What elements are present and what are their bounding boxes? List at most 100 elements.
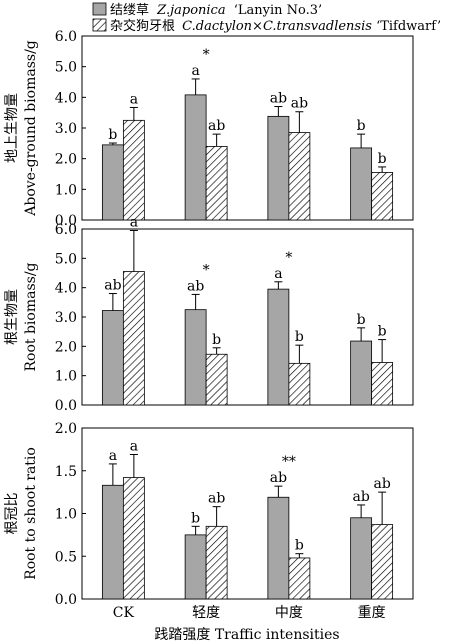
significance-letter: a [191,63,199,79]
bar-zjaponica [350,340,373,406]
bar-zjaponica [267,288,290,406]
significance-letter: ab [208,118,225,134]
bar-tifdwarf [122,271,145,406]
y-tick-label: 2.0 [55,152,77,168]
x-axis-label: 践踏强度 Traffic intensities [154,627,339,643]
legend-swatch-gray [92,2,107,16]
significance-letter: ab [104,278,121,294]
legend-label-hatch: 杂交狗牙根 C.dactylon×C.transvadlensis ‘Tifdw… [110,18,441,34]
significance-asterisk: * [203,47,210,63]
significance-letter: b [357,312,366,328]
chart-panel-2: 0.0 1.0 2.0 3.0 4.0 5.0 6.0 根生物量 Root biomass/g a… [4,214,414,414]
x-tick-label: CK [113,605,135,621]
significance-letter: b [378,324,387,340]
legend-cultivar: ‘Lanyin No.3’ [234,3,322,18]
bar-tifdwarf [371,172,394,221]
bar-tifdwarf [205,145,228,221]
y-tick-label: 4.0 [55,90,77,106]
legend-latin: C.dactylon×C.transvadlensis [182,19,372,34]
y-tick-label: 1.5 [55,464,77,480]
bar-zjaponica [350,517,373,600]
significance-asterisk: ** [282,454,296,470]
significance-letter: b [357,118,366,134]
y-tick-label: 1.0 [55,369,77,385]
significance-letter: ab [208,491,225,507]
bar-tifdwarf [371,362,394,406]
y-tick-label: 5.0 [55,60,77,76]
chart-panel-1: 0.0 1.0 2.0 3.0 4.0 5.0 6.0 地上生物量 Above-ground b… [4,29,414,229]
significance-letter: ab [373,476,390,492]
y-tick-label: 4.0 [55,281,77,297]
bar-zjaponica [101,484,124,600]
significance-letter: b [191,510,200,526]
y-tick-label: 1.0 [55,182,77,198]
y-axis-label-cn: 根冠比 [4,493,20,535]
bar-zjaponica [184,534,207,600]
significance-letter: b [108,127,117,143]
bar-tifdwarf [122,477,145,600]
chart-panel-3: 0.0 0.5 1.0 1.5 2.0 根冠比 Root to shoot ratio aa C… [4,421,414,621]
y-axis-label: 根生物量 Root biomass/g [4,262,39,371]
y-axis-label-en: Root to shoot ratio [23,447,39,580]
significance-letter: b [295,538,304,554]
significance-asterisk: * [285,250,292,266]
legend-label-gray: 结缕草 Z.japonica ‘Lanyin No.3’ [110,3,322,18]
bar-zjaponica [184,309,207,406]
y-axis-label-en: Above-ground biomass/g [23,40,39,217]
y-tick-label: 0.0 [55,213,77,229]
legend: 结缕草 Z.japonica ‘Lanyin No.3’ 杂交狗牙根 C.dac… [92,2,441,34]
bar-tifdwarf [288,132,311,221]
y-tick-label: 6.0 [55,29,77,45]
legend-cn: 杂交狗牙根 [110,18,175,34]
y-tick-label: 2.0 [55,421,77,437]
legend-latin: Z.japonica [156,3,225,18]
bar-zjaponica [101,310,124,406]
bar-tifdwarf [205,353,228,406]
x-tick-label: 轻度 [192,605,220,621]
bar-tifdwarf [205,525,228,600]
y-tick-label: 3.0 [55,310,77,326]
y-tick-label: 0.0 [55,592,77,608]
y-axis-label-cn: 地上生物量 [4,93,20,163]
bar-tifdwarf [288,557,311,600]
bar-tifdwarf [122,119,145,221]
legend-swatch-hatch [92,18,107,32]
bar-zjaponica [267,115,290,221]
legend-cn: 结缕草 [110,3,149,18]
significance-letter: ab [352,489,369,505]
significance-letter: ab [270,470,287,486]
y-tick-label: 6.0 [55,222,77,238]
significance-letter: a [130,439,138,455]
panels: 0.0 1.0 2.0 3.0 4.0 5.0 6.0 地上生物量 Above-ground b… [4,29,414,621]
significance-letter: b [212,332,221,348]
bar-zjaponica [184,94,207,221]
y-tick-label: 0.5 [55,549,77,565]
bar-tifdwarf [288,362,311,406]
significance-letter: a [130,91,138,107]
bar-zjaponica [101,144,124,221]
x-tick-label: 重度 [358,605,386,621]
y-tick-label: 0.0 [55,398,77,414]
y-axis-label: 根冠比 Root to shoot ratio [4,447,39,580]
bar-zjaponica [350,147,373,221]
significance-letter: a [130,214,138,230]
y-axis-label: 地上生物量 Above-ground biomass/g [4,40,39,217]
significance-letter: ab [270,91,287,107]
y-tick-label: 3.0 [55,121,77,137]
significance-letter: a [274,266,282,282]
legend-item-hatch: 杂交狗牙根 C.dactylon×C.transvadlensis ‘Tifdw… [92,18,441,34]
significance-letter: ab [291,96,308,112]
significance-letter: b [295,329,304,345]
y-axis-label-en: Root biomass/g [23,262,39,371]
significance-asterisk: * [203,262,210,278]
legend-cultivar: ‘Tifdwarf’ [376,19,441,34]
y-tick-label: 2.0 [55,339,77,355]
bar-tifdwarf [371,524,394,600]
y-tick-label: 5.0 [55,251,77,267]
legend-item-gray: 结缕草 Z.japonica ‘Lanyin No.3’ [92,2,322,18]
x-tick-label: 中度 [275,605,303,621]
bar-zjaponica [267,496,290,600]
y-tick-label: 1.0 [55,507,77,523]
significance-letter: b [378,151,387,167]
